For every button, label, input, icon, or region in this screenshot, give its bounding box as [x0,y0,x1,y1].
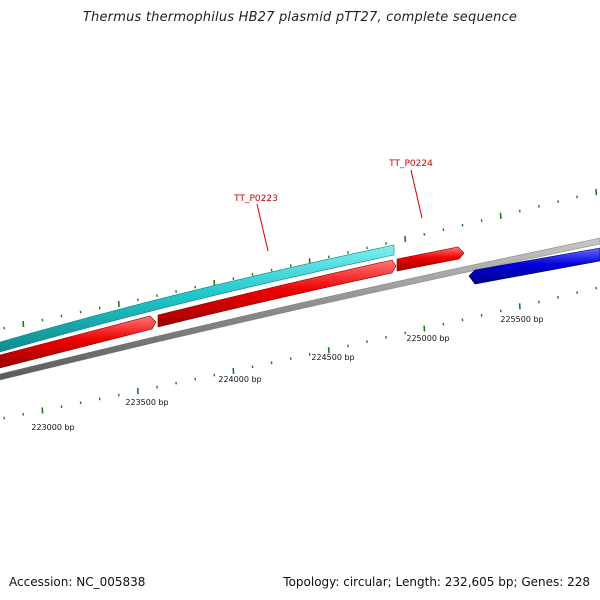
gene-arrow-red-3 [396,246,465,272]
sequence-summary-text: Topology: circular; Length: 232,605 bp; … [283,575,590,589]
gene-arrow-blue [468,247,600,285]
bp-scale-label: 224000 bp [218,375,261,384]
bp-scale-label: 225000 bp [406,334,449,343]
gene-arrow-red-2 [157,259,397,328]
feature-band-cyan [0,244,395,353]
bp-scale-label: 225500 bp [500,315,543,324]
gene-label: TT_P0223 [233,194,278,204]
bp-scale-label: 223500 bp [125,398,168,407]
bp-scale-label: 224500 bp [311,353,354,362]
map-title: Thermus thermophilus HB27 plasmid pTT27,… [82,10,518,25]
gene-arrow-red-1 [0,315,157,369]
gene-label-leader [256,203,269,252]
outer-tick-track [3,188,598,330]
inner-tick-track [3,286,598,420]
bp-scale-label: 223000 bp [31,423,74,432]
gene-label-leader [410,169,423,219]
plasmid-backbone [0,237,600,381]
gene-label: TT_P0224 [388,159,433,169]
accession-text: Accession: NC_005838 [9,575,146,589]
